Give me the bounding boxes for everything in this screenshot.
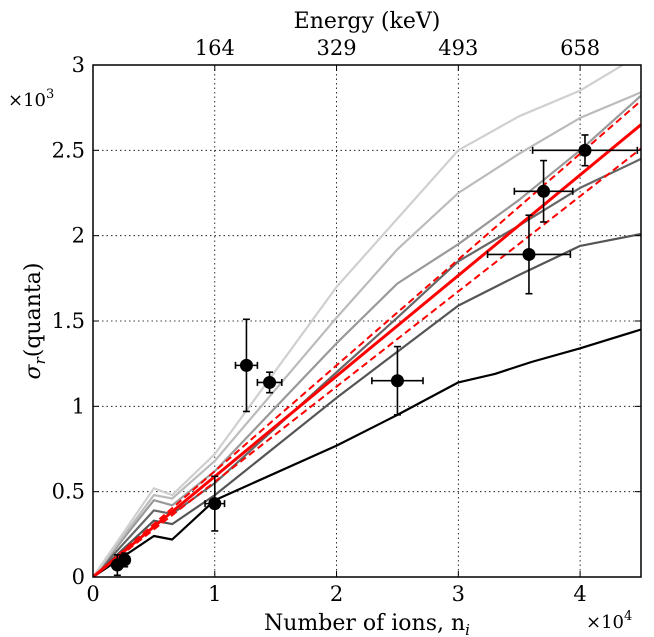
points-layer: [110, 134, 639, 577]
y-tick-label: 0.5: [52, 480, 85, 504]
data-point-5: [371, 345, 424, 416]
x-multiplier-exp: 4: [624, 609, 632, 624]
series-line-6: [93, 123, 641, 577]
x-tick-label: 3: [452, 582, 465, 606]
data-point-2: [204, 475, 226, 532]
data-point-7: [513, 159, 574, 223]
y-axis-label-unit: (quanta): [21, 263, 46, 358]
data-marker: [263, 375, 277, 389]
grid: [93, 65, 641, 577]
x-tick-label: 4: [573, 582, 586, 606]
y-tick-label: 1.5: [52, 309, 85, 333]
y-tick-label: 2.5: [52, 138, 85, 162]
ticks: 0 1 2 3 4 0 0.5 1 1.5 2 2.5 3 164 329 493 658: [52, 36, 641, 606]
y-axis-label-symbol: σ: [21, 363, 46, 379]
top-axis-label: Energy (keV): [294, 9, 441, 34]
series-line-2: [93, 157, 641, 577]
y-tick-label: 1: [72, 394, 85, 418]
data-point-3: [234, 318, 259, 413]
y-axis-label-sub: r: [31, 356, 49, 364]
series-line-8: [93, 147, 641, 577]
series-line-3: [93, 94, 641, 577]
data-marker: [208, 497, 222, 511]
x-axis-label-text: Number of ions, n: [264, 611, 465, 636]
top-tick-label: 329: [317, 36, 357, 60]
series-line-4: [93, 91, 641, 577]
y-multiplier: ×103: [8, 87, 54, 111]
top-tick-label: 658: [560, 36, 600, 60]
x-axis-label: Number of ions, ni: [264, 611, 470, 637]
data-point-1: [118, 552, 132, 568]
x-axis-label-sub: i: [465, 621, 470, 637]
data-point-8: [531, 134, 639, 167]
x-multiplier: ×104: [586, 609, 632, 633]
data-point-6: [486, 214, 572, 295]
y-multiplier-exp: 3: [46, 87, 54, 102]
data-marker: [390, 374, 404, 388]
x-tick-label: 2: [330, 582, 343, 606]
series-line-7: [93, 100, 641, 577]
y-multiplier-base: ×10: [8, 90, 46, 111]
series-line-1: [93, 232, 641, 577]
y-tick-label: 0: [72, 565, 85, 589]
top-tick-label: 493: [438, 36, 478, 60]
series-line-5: [93, 65, 624, 577]
data-marker: [522, 247, 536, 261]
top-tick-label: 164: [195, 36, 235, 60]
y-tick-label: 3: [72, 53, 85, 77]
series-line-0: [93, 328, 641, 577]
data-marker: [118, 553, 132, 567]
x-tick-label: 0: [86, 582, 99, 606]
data-point-4: [256, 371, 283, 394]
y-axis-label: σr(quanta): [21, 263, 49, 380]
y-tick-label: 2: [72, 224, 85, 248]
data-marker: [239, 358, 253, 372]
data-marker: [537, 184, 551, 198]
x-multiplier-base: ×10: [586, 612, 624, 633]
x-tick-label: 1: [208, 582, 221, 606]
data-marker: [578, 143, 592, 157]
